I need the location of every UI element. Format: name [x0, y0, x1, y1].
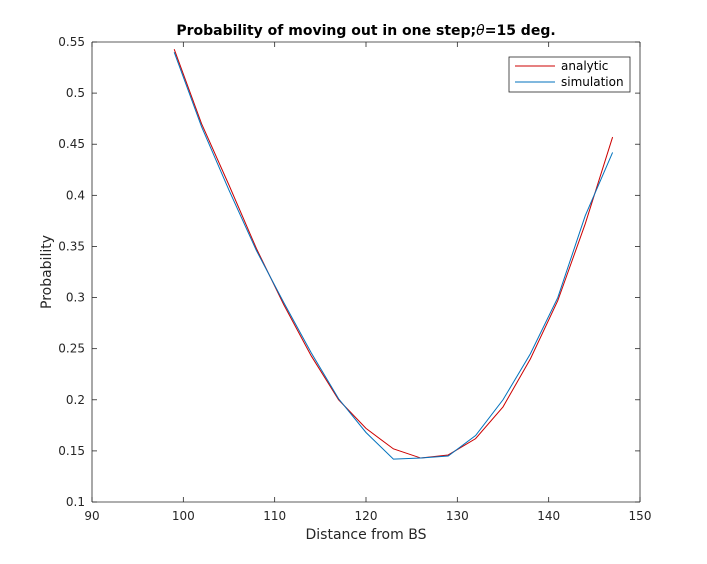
x-axis-label: Distance from BS [306, 527, 427, 543]
x-tick-label: 130 [446, 509, 469, 523]
series-layer [173, 48, 614, 460]
x-tick-label: 100 [172, 509, 195, 523]
legend-box [508, 56, 631, 93]
plot-area [92, 42, 640, 502]
y-tick-label: 0.4 [66, 188, 85, 202]
legend-label-simulation: simulation [561, 75, 624, 89]
x-tick-label: 110 [263, 509, 286, 523]
y-tick-label: 0.25 [58, 342, 85, 356]
legend: analytic simulation [508, 56, 631, 93]
y-ticks: 0.1 0.15 0.2 0.25 0.3 0.35 0.4 0.45 0.5 0.55 [58, 35, 640, 509]
x-ticks: 90 100 110 120 130 140 150 [84, 42, 651, 523]
x-tick-label: 150 [629, 509, 652, 523]
y-tick-label: 0.2 [66, 393, 85, 407]
y-tick-label: 0.3 [66, 291, 85, 305]
y-tick-label: 0.45 [58, 137, 85, 151]
legend-label-analytic: analytic [561, 59, 608, 73]
y-tick-label: 0.55 [58, 35, 85, 49]
x-tick-label: 140 [537, 509, 560, 523]
y-tick-label: 0.1 [66, 495, 85, 509]
series-line-simulation [173, 52, 614, 460]
y-tick-label: 0.15 [58, 444, 85, 458]
y-axis-label: Probability [39, 235, 55, 309]
title-part-1: Probability of moving out in one step; [176, 23, 476, 39]
title-theta: θ [476, 23, 485, 39]
x-tick-label: 120 [355, 509, 378, 523]
series-line-analytic [173, 48, 614, 459]
y-tick-label: 0.35 [58, 239, 85, 253]
title-part-2: =15 deg. [485, 23, 556, 39]
x-tick-label: 90 [84, 509, 99, 523]
y-tick-label: 0.5 [66, 86, 85, 100]
chart-title: Probability of moving out in one step;θ=… [176, 23, 555, 39]
